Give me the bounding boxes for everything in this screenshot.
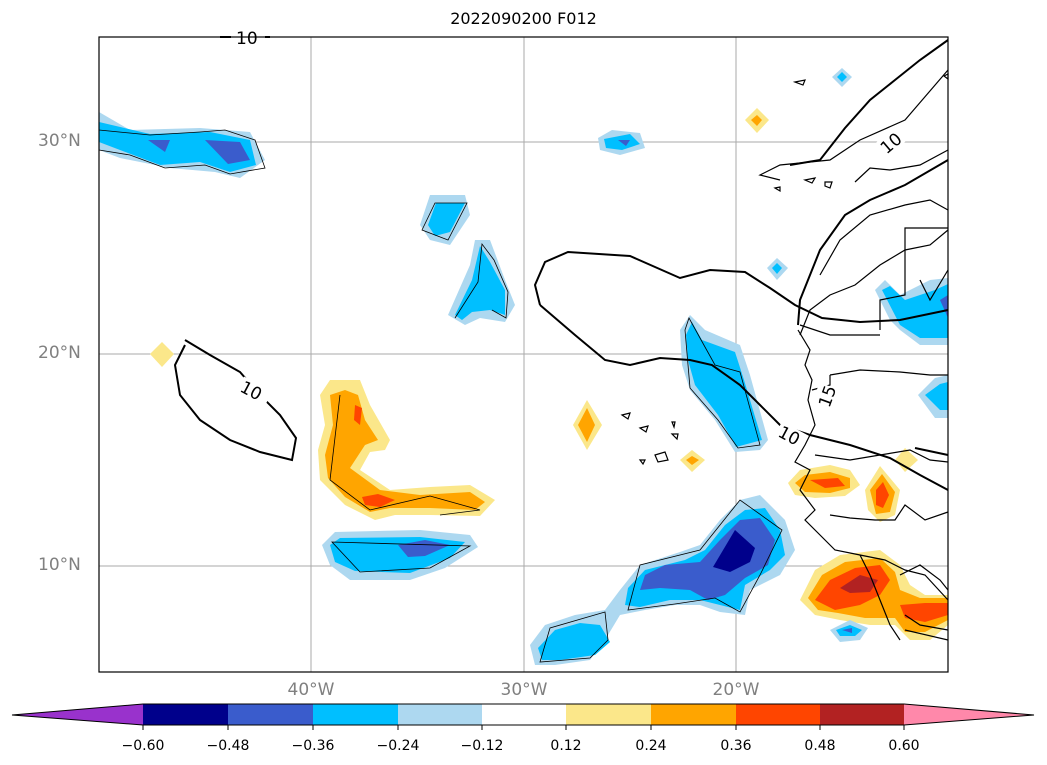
colorbar-tick-label: −0.48 [206, 738, 250, 754]
lat-label-30n: 30°N [38, 131, 81, 151]
colorbar-tick-label: −0.24 [376, 738, 420, 754]
thin-contours [98, 129, 783, 663]
colorbar-tick-label: 0.24 [635, 738, 667, 754]
colorbar-tick-label: 0.60 [888, 738, 920, 754]
contour-label: 10 [236, 29, 258, 49]
colorbar [11, 703, 1035, 730]
colorbar-tick-label: 0.12 [550, 738, 582, 754]
colorbar-tick-label: 0.36 [720, 738, 752, 754]
colorbar-extend-high [904, 704, 1034, 725]
colorbar-tick-label: 0.48 [804, 738, 836, 754]
gridlines [99, 37, 948, 672]
colorbar-tick-label: −0.36 [291, 738, 335, 754]
map-frame [98, 36, 949, 673]
lon-label-40w: 40°W [287, 680, 335, 700]
colorbar-extend-low [12, 704, 143, 725]
anomaly-shading [99, 68, 948, 665]
coastlines [620, 69, 949, 641]
lat-label-10n: 10°N [38, 555, 81, 575]
lon-label-20w: 20°W [712, 680, 760, 700]
colorbar-tick-label: −0.12 [460, 738, 504, 754]
lon-label-30w: 30°W [500, 680, 548, 700]
lat-label-20n: 20°N [38, 343, 81, 363]
colorbar-tick-label: −0.60 [121, 738, 165, 754]
map-title: 2022090200 F012 [450, 9, 597, 28]
